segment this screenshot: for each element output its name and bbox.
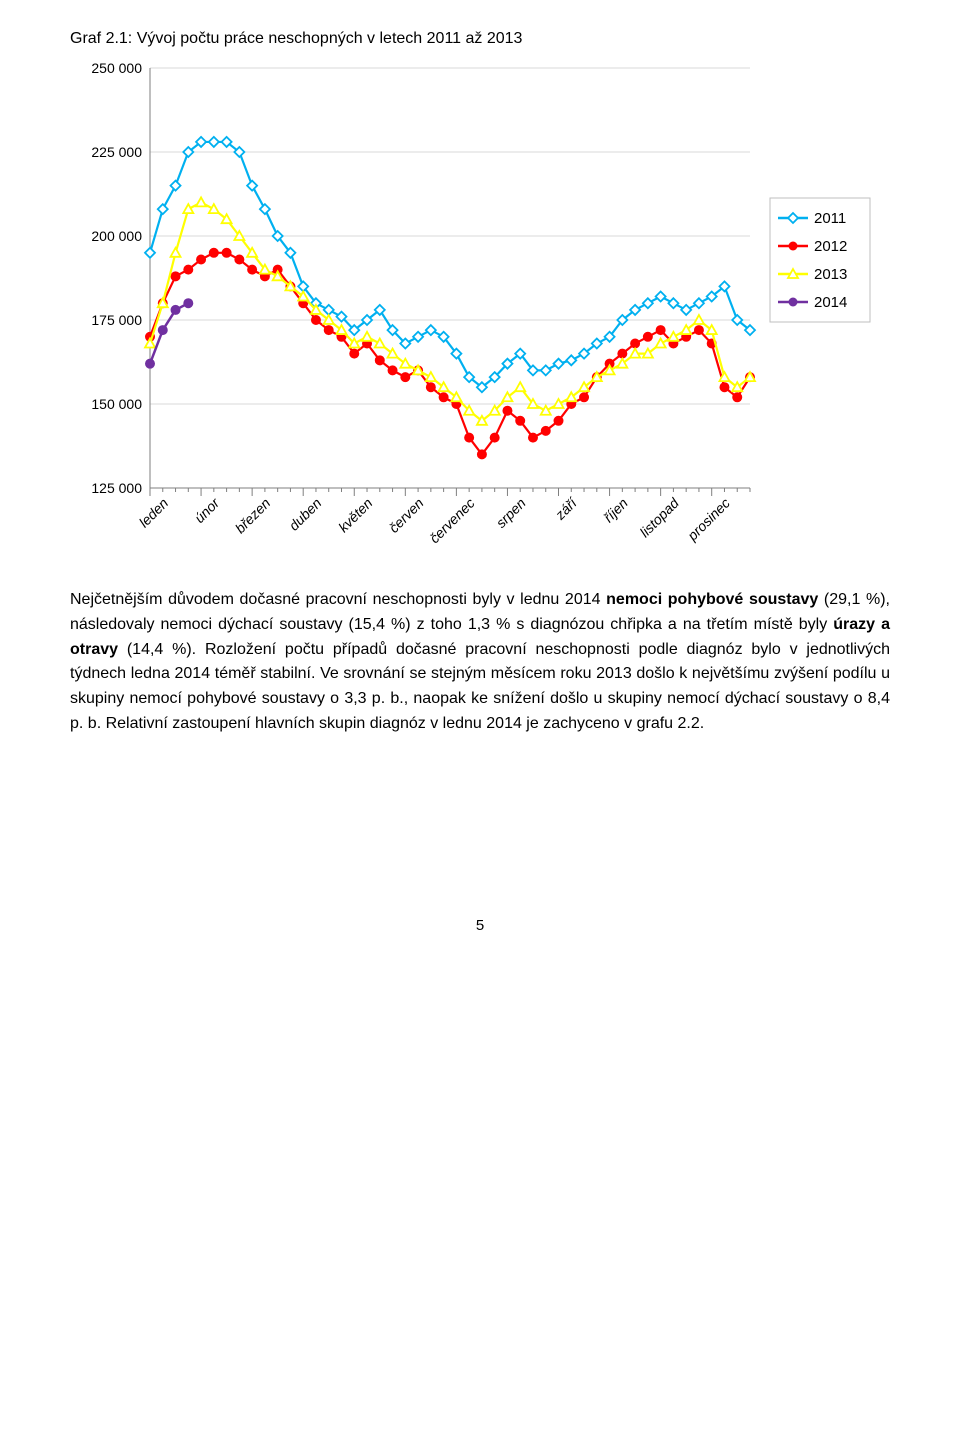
svg-text:250 000: 250 000	[91, 60, 142, 76]
svg-text:duben: duben	[286, 495, 325, 534]
page-number: 5	[70, 917, 890, 934]
svg-text:150 000: 150 000	[91, 396, 142, 412]
svg-text:175 000: 175 000	[91, 312, 142, 328]
para-text: Nejčetnějším důvodem dočasné pracovní ne…	[70, 591, 606, 608]
svg-text:srpen: srpen	[493, 495, 529, 531]
svg-text:2013: 2013	[814, 266, 847, 283]
svg-text:2011: 2011	[814, 210, 846, 227]
svg-text:125 000: 125 000	[91, 480, 142, 496]
svg-text:září: září	[551, 493, 581, 523]
svg-text:říjen: říjen	[600, 495, 631, 526]
document-page: Graf 2.1: Vývoj počtu práce neschopných …	[0, 0, 960, 974]
para-bold: nemoci pohybové soustavy	[606, 591, 824, 608]
svg-text:200 000: 200 000	[91, 228, 142, 244]
svg-text:leden: leden	[136, 495, 172, 531]
svg-text:listopad: listopad	[636, 494, 682, 540]
svg-text:prosinec: prosinec	[684, 495, 733, 544]
svg-text:225 000: 225 000	[91, 144, 142, 160]
para-text: (14,4 %). Rozložení počtu případů dočasn…	[70, 641, 890, 732]
svg-text:2012: 2012	[814, 238, 847, 255]
chart-title: Graf 2.1: Vývoj počtu práce neschopných …	[70, 30, 890, 48]
svg-text:květen: květen	[335, 495, 376, 536]
body-paragraph: Nejčetnějším důvodem dočasné pracovní ne…	[70, 588, 890, 737]
svg-text:březen: březen	[232, 495, 274, 537]
svg-text:červen: červen	[386, 495, 427, 536]
svg-text:červenec: červenec	[426, 495, 477, 546]
svg-text:únor: únor	[191, 494, 223, 526]
svg-text:2014: 2014	[814, 294, 847, 311]
line-chart: 125 000 150 000 175 000 200 000 225 000 250 0…	[70, 58, 890, 558]
